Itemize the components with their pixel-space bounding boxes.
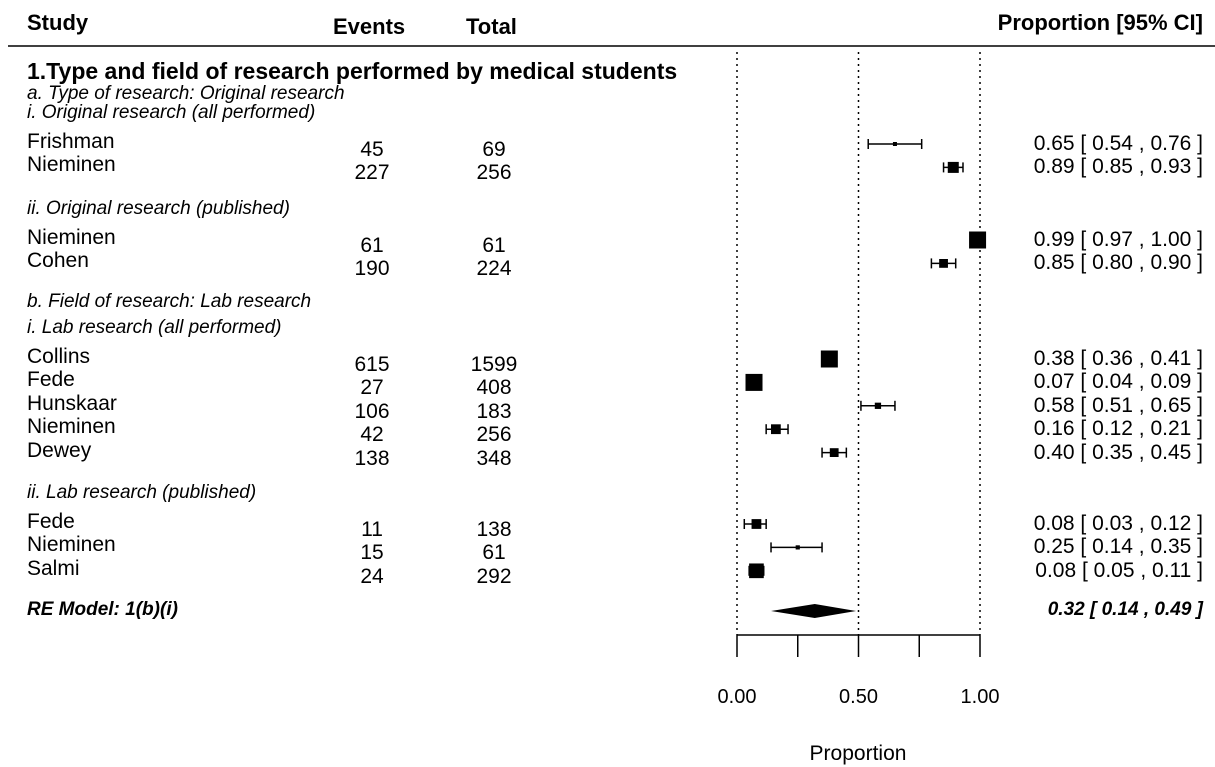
study-name: Nieminen [27, 415, 116, 439]
study-name: Dewey [27, 438, 92, 462]
study-name: Fede [27, 510, 75, 533]
study-name: Nieminen [27, 153, 116, 177]
subgroup-label: i. Original research (all performed) [27, 102, 316, 123]
ci-text: 0.16 [ 0.12 , 0.21 ] [1033, 417, 1203, 441]
point-estimate [770, 424, 781, 435]
total-value: 224 [476, 257, 512, 281]
study-name: Cohen [27, 249, 89, 273]
study-name: Fede [27, 368, 75, 392]
total-value: 256 [476, 161, 512, 185]
point-estimate [874, 402, 882, 409]
events-value: 27 [360, 376, 384, 400]
x-axis-label: Proportion [809, 742, 907, 765]
section-title: 1.Type and field of research performed b… [27, 58, 678, 84]
point-estimate [829, 448, 839, 457]
header-total: Total [466, 14, 517, 39]
events-value: 24 [360, 564, 384, 588]
summary-label: RE Model: 1(b)(i) [27, 599, 178, 620]
ci-text: 0.08 [ 0.05 , 0.11 ] [1035, 558, 1203, 582]
ci-text: 0.07 [ 0.04 , 0.09 ] [1033, 370, 1203, 394]
ci-text: 0.08 [ 0.03 , 0.12 ] [1033, 512, 1203, 535]
ci-text: 0.99 [ 0.97 , 1.00 ] [1033, 228, 1203, 251]
study-name: Nieminen [27, 533, 116, 557]
subgroup-label: ii. Original research (published) [27, 198, 290, 219]
events-value: 106 [354, 399, 390, 423]
subgroup-label: i. Lab research (all performed) [27, 317, 282, 338]
x-tick-label: 0.00 [717, 686, 757, 708]
study-name: Nieminen [27, 226, 116, 249]
ci-text: 0.58 [ 0.51 , 0.65 ] [1033, 393, 1203, 417]
ci-text: 0.89 [ 0.85 , 0.93 ] [1033, 155, 1203, 179]
total-value: 408 [476, 376, 512, 400]
total-value: 61 [482, 234, 506, 257]
total-value: 61 [482, 541, 506, 565]
summary-ci-text: 0.32 [ 0.14 , 0.49 ] [1047, 599, 1203, 620]
point-estimate [892, 142, 897, 146]
group-label: b. Field of research: Lab research [27, 291, 312, 312]
events-value: 11 [361, 518, 383, 541]
total-value: 256 [476, 423, 512, 447]
header-estimate: Proportion [95% CI] [997, 10, 1203, 35]
events-value: 45 [360, 138, 384, 161]
summary-diamond [771, 604, 857, 618]
total-value: 69 [482, 138, 506, 161]
total-value: 183 [476, 399, 512, 423]
study-name: Frishman [27, 130, 115, 153]
group-label: a. Type of research: Original research [27, 83, 345, 104]
total-value: 292 [476, 564, 512, 588]
ci-text: 0.40 [ 0.35 , 0.45 ] [1033, 440, 1203, 464]
point-estimate [749, 563, 764, 579]
point-estimate [820, 350, 838, 368]
total-value: 138 [476, 518, 512, 541]
total-value: 348 [476, 446, 512, 470]
subgroup-label: ii. Lab research (published) [27, 482, 257, 503]
events-value: 61 [360, 234, 384, 257]
point-estimate [939, 259, 948, 268]
events-value: 227 [354, 161, 390, 185]
header-study: Study [27, 10, 89, 35]
point-estimate [795, 545, 800, 550]
ci-text: 0.38 [ 0.36 , 0.41 ] [1033, 347, 1203, 370]
events-value: 615 [354, 353, 390, 376]
ci-text: 0.65 [ 0.54 , 0.76 ] [1033, 132, 1203, 155]
x-tick-label: 0.50 [839, 686, 878, 708]
point-estimate [751, 519, 762, 529]
total-value: 1599 [470, 353, 518, 376]
events-value: 138 [354, 446, 390, 470]
study-name: Collins [27, 345, 91, 368]
study-name: Salmi [27, 556, 80, 580]
x-tick-label: 1.00 [960, 686, 1000, 708]
events-value: 15 [360, 541, 384, 565]
point-estimate [969, 231, 987, 249]
study-name: Hunskaar [27, 391, 117, 415]
ci-text: 0.85 [ 0.80 , 0.90 ] [1033, 251, 1203, 275]
point-estimate [745, 373, 763, 391]
events-value: 42 [360, 423, 384, 447]
header-events: Events [333, 14, 406, 39]
ci-text: 0.25 [ 0.14 , 0.35 ] [1033, 535, 1203, 559]
events-value: 190 [354, 257, 390, 281]
point-estimate [947, 161, 959, 173]
